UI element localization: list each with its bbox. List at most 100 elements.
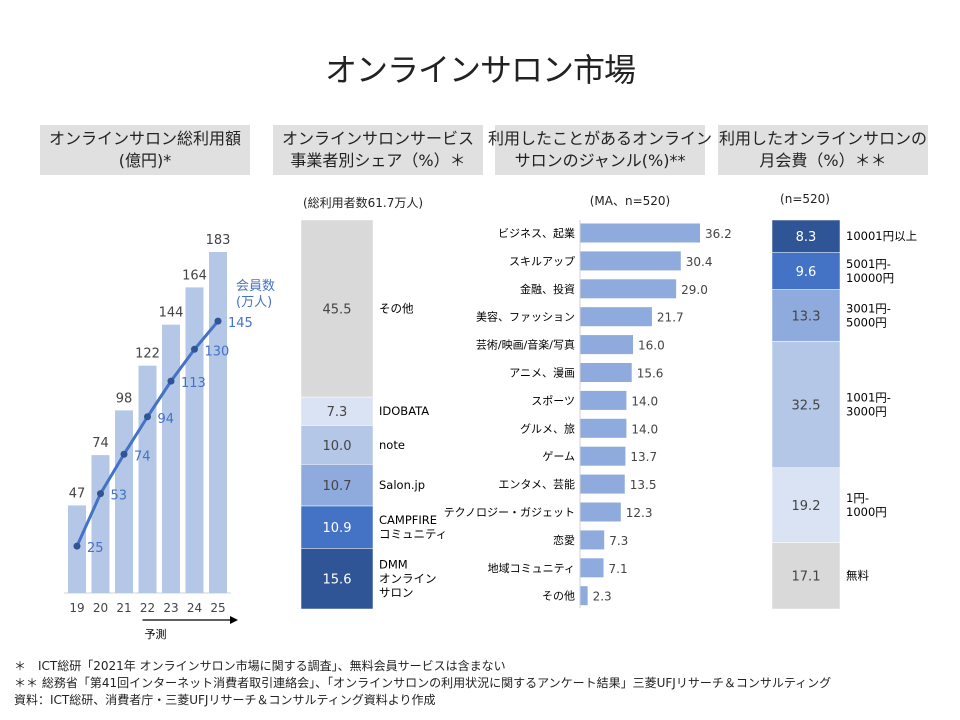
genre-category-label: 地域コミュニティ <box>488 562 575 575</box>
bar <box>185 287 204 593</box>
bar <box>115 410 133 593</box>
fee-value-label: 13.3 <box>792 309 821 324</box>
bar-value-label: 183 <box>206 233 231 248</box>
line-value-label: 25 <box>87 541 104 556</box>
share-category-label: Salon.jp <box>379 478 425 492</box>
genre-category-label: ゲーム <box>542 450 575 463</box>
share-category-label: note <box>379 438 405 452</box>
fee-value-label: 32.5 <box>792 399 821 414</box>
header-text: オンラインサロンサービス 事業者別シェア（%）＊ <box>281 129 474 170</box>
line-series-label: 会員数(万人) <box>236 279 275 310</box>
genre-value-label: 13.5 <box>630 478 657 492</box>
line-point <box>191 345 198 353</box>
bar-value-label: 47 <box>69 486 86 501</box>
bar <box>91 455 110 593</box>
share-value-label: 7.3 <box>327 405 348 420</box>
share-segment <box>300 396 374 426</box>
forecast-label: 予測 <box>145 627 167 641</box>
header-share: オンラインサロンサービス 事業者別シェア（%）＊ <box>273 125 483 175</box>
fee-category-label: 無料 <box>846 569 869 583</box>
bar-value-label: 98 <box>116 391 133 406</box>
footnotes: ＊ ICT総研「2021年 オンラインサロン市場に関する調査」、無料会員サービス… <box>14 658 831 709</box>
share-segment <box>300 548 374 610</box>
fee-category-label: 1円-1000円 <box>846 491 887 519</box>
genre-value-label: 14.0 <box>631 394 658 408</box>
fee-category-label: 1001円-3000円 <box>846 391 891 419</box>
share-value-label: 10.7 <box>323 479 352 494</box>
bar-value-label: 74 <box>92 436 109 451</box>
share-category-label: CAMPFIRE コミュニティ <box>379 513 447 541</box>
genre-bar <box>580 279 677 299</box>
genre-value-label: 12.3 <box>626 506 653 520</box>
genre-bar <box>580 558 604 578</box>
x-tick-label: 23 <box>163 601 178 615</box>
line-value-label: 53 <box>111 489 128 504</box>
fee-segment <box>771 341 841 469</box>
genre-bar <box>580 307 652 327</box>
genre-value-label: 16.0 <box>638 339 665 353</box>
line-value-label: 113 <box>181 376 206 391</box>
genre-category-label: 恋愛 <box>553 533 575 547</box>
share-value-label: 10.9 <box>323 521 352 536</box>
fee-category-label: 3001円-5000円 <box>846 301 891 329</box>
genre-value-label: 13.7 <box>630 450 657 464</box>
genre-bar <box>580 446 626 466</box>
genre-value-label: 15.6 <box>637 367 664 381</box>
line-point <box>214 317 222 325</box>
genre-value-label: 7.1 <box>609 562 628 576</box>
genre-category-label: グルメ、旅 <box>520 421 575 435</box>
genre-category-label: スポーツ <box>531 394 575 407</box>
genre-value-label: 14.0 <box>631 422 658 436</box>
fee-note: (n=520) <box>780 192 830 206</box>
fee-segment <box>771 467 841 543</box>
fee-category-label: 5001円-10000円 <box>846 257 894 285</box>
page-title: オンラインサロン市場 <box>324 51 636 89</box>
share-segment <box>300 505 374 549</box>
header-text: 利用したことがあるオンライン サロンのジャンル(%)** <box>488 129 713 170</box>
genre-bar <box>580 335 634 355</box>
share-segment <box>300 464 374 507</box>
line-point <box>144 413 151 421</box>
genre-category-label: その他 <box>542 590 575 603</box>
header-text: 利用したオンラインサロンの 月会費（%）＊＊ <box>718 129 927 170</box>
line-value-label: 74 <box>134 449 151 464</box>
x-tick-label: 24 <box>187 601 202 615</box>
genre-bar <box>580 418 627 438</box>
genre-value-label: 21.7 <box>657 311 684 325</box>
genre-bar <box>580 223 700 243</box>
line-value-label: 145 <box>228 316 253 331</box>
genre-bar <box>580 390 627 410</box>
share-category-label: その他 <box>379 301 414 315</box>
share-category-label: IDOBATA <box>379 404 429 418</box>
bar-value-label: 164 <box>182 268 207 283</box>
share-category-label: DMM オンラインサロン <box>379 558 437 600</box>
bar <box>209 252 227 593</box>
line-value-label: 94 <box>158 412 175 427</box>
bar <box>162 324 180 593</box>
genre-value-label: 36.2 <box>705 227 732 241</box>
genre-value-label: 7.3 <box>609 534 628 548</box>
x-tick-label: 19 <box>69 601 84 615</box>
genre-bar <box>580 363 632 382</box>
arrow-head-icon <box>230 616 238 624</box>
genre-category-label: アニメ、漫画 <box>509 366 575 380</box>
genre-bar <box>580 251 681 271</box>
x-tick-label: 25 <box>210 601 225 615</box>
footnote: ＊＊ 総務省「第41回インターネット消費者取引連絡会」、「オンラインサロンの利用… <box>14 676 832 690</box>
bar-value-label: 144 <box>159 306 184 321</box>
line-point <box>73 542 81 550</box>
line-value-label: 130 <box>205 344 230 359</box>
genre-bar <box>580 474 625 494</box>
header-fee: 利用したオンラインサロンの 月会費（%）＊＊ <box>718 125 928 175</box>
share-value-label: 10.0 <box>323 439 352 454</box>
genre-bar <box>580 586 588 606</box>
x-tick-label: 22 <box>140 601 155 615</box>
line-point <box>167 377 175 385</box>
fee-value-label: 8.3 <box>796 230 817 245</box>
fee-value-label: 17.1 <box>792 570 821 585</box>
fee-value-label: 19.2 <box>792 499 821 514</box>
share-segment <box>300 425 374 465</box>
header-total-usage: オンラインサロン総利用額 (億円)* <box>40 125 250 175</box>
fee-segment <box>771 289 841 342</box>
